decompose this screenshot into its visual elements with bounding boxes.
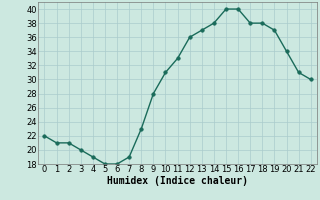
X-axis label: Humidex (Indice chaleur): Humidex (Indice chaleur) — [107, 176, 248, 186]
